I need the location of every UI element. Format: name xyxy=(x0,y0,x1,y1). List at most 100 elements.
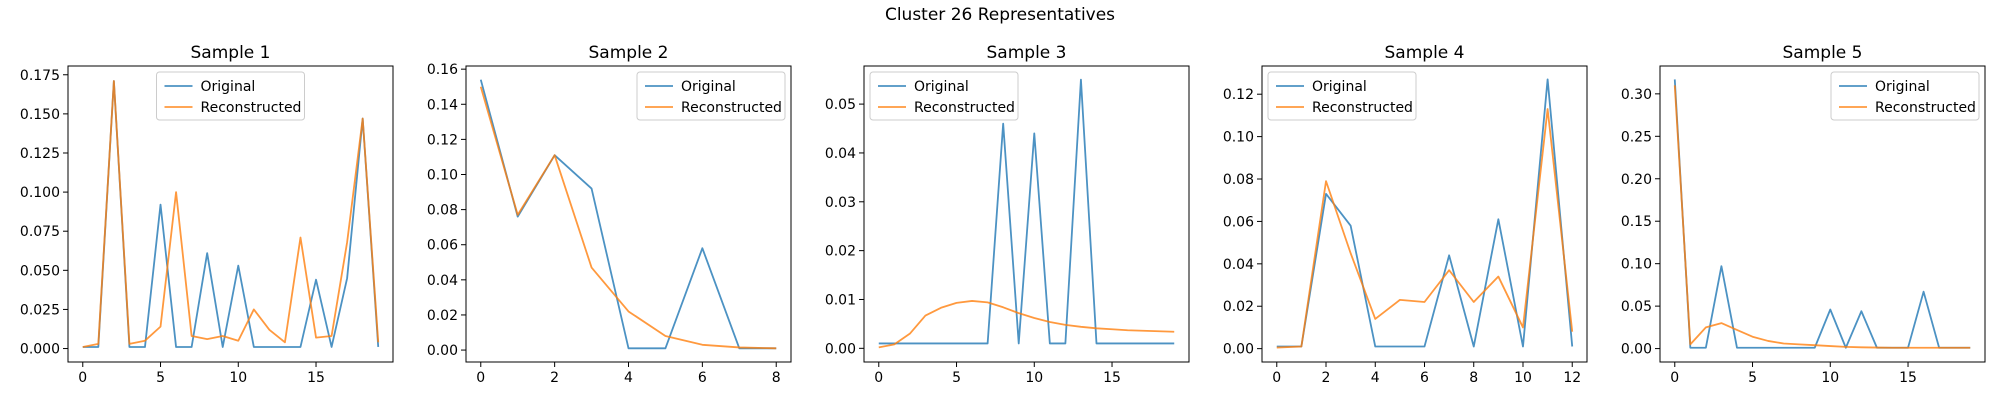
axes-frame xyxy=(1659,65,1986,363)
y-tick-label: 0.00 xyxy=(427,343,458,359)
x-tick-label: 12 xyxy=(1563,370,1581,386)
y-tick-label: 0.25 xyxy=(1621,129,1652,145)
x-tick-label: 4 xyxy=(1371,370,1380,386)
x-tick-label: 10 xyxy=(1821,370,1839,386)
x-tick-label: 6 xyxy=(698,370,707,386)
y-tick-label: 0.00 xyxy=(1621,342,1652,358)
y-tick-label: 0.03 xyxy=(825,195,856,211)
x-tick-label: 4 xyxy=(624,370,633,386)
x-tick-label: 10 xyxy=(1514,370,1532,386)
axes-frame xyxy=(67,65,394,363)
y-tick-label: 0.10 xyxy=(1621,257,1652,273)
legend: Original Reconstructed xyxy=(1267,71,1417,121)
x-tick-label: 10 xyxy=(229,370,247,386)
y-tick-label: 0.02 xyxy=(825,244,856,260)
x-tick-label: 2 xyxy=(1322,370,1331,386)
subplot-title: Sample 4 xyxy=(1385,43,1465,63)
legend-box xyxy=(1267,71,1417,121)
subplot-1: Sample 1 0 5 10 15 0.000 0.025 0.050 0.075 0.100 0… xyxy=(20,43,394,386)
x-tick-label: 15 xyxy=(1899,370,1917,386)
y-tick-label: 0.04 xyxy=(427,273,458,289)
legend: Original Reconstructed xyxy=(156,71,305,121)
y-tick-label: 0.000 xyxy=(20,342,60,358)
y-tick-label: 0.30 xyxy=(1621,87,1652,103)
x-tick-label: 6 xyxy=(1420,370,1429,386)
legend-box xyxy=(156,71,305,121)
y-tick-label: 0.06 xyxy=(1223,214,1254,230)
subplot-3: Sample 3 0 5 10 15 0.00 0.01 0.02 0.03 0.04 0.05 Or… xyxy=(825,43,1190,386)
legend-box xyxy=(869,71,1019,121)
y-tick-label: 0.00 xyxy=(1223,342,1254,358)
x-tick-label: 0 xyxy=(78,370,87,386)
y-tick-label: 0.04 xyxy=(1223,257,1254,273)
y-tick-label: 0.08 xyxy=(1223,172,1254,188)
legend-box xyxy=(636,71,786,121)
subplot-2: Sample 2 0 2 4 6 8 0.00 0.02 0.04 0.06 0.08 0.10 0.1… xyxy=(427,43,792,386)
legend-label-reconstructed: Reconstructed xyxy=(201,100,302,116)
y-tick-label: 0.175 xyxy=(20,68,60,84)
series-line-reconstructed xyxy=(1276,108,1574,349)
y-tick-label: 0.12 xyxy=(1223,87,1254,103)
x-tick-label: 5 xyxy=(156,370,165,386)
y-tick-label: 0.025 xyxy=(20,302,60,318)
y-tick-label: 0.05 xyxy=(825,97,856,113)
legend-label-original: Original xyxy=(681,79,736,95)
series-line-reconstructed xyxy=(1673,85,1971,349)
y-tick-label: 0.01 xyxy=(825,292,856,308)
x-tick-label: 8 xyxy=(772,370,781,386)
y-tick-label: 0.02 xyxy=(1223,299,1254,315)
series-line-reconstructed xyxy=(878,300,1175,349)
y-tick-label: 0.10 xyxy=(427,167,458,183)
x-tick-label: 5 xyxy=(952,370,961,386)
y-tick-label: 0.14 xyxy=(427,97,458,113)
subplot-title: Sample 3 xyxy=(987,43,1067,63)
subplot-4: Sample 4 0 2 4 6 8 10 12 0.00 0.02 0.04 0.06 0.08 0.1… xyxy=(1223,43,1588,386)
legend-label-reconstructed: Reconstructed xyxy=(681,100,782,116)
y-tick-label: 0.075 xyxy=(20,224,60,240)
y-tick-label: 0.00 xyxy=(825,341,856,357)
x-tick-label: 8 xyxy=(1469,370,1478,386)
subplot-title: Sample 2 xyxy=(589,43,669,63)
figure-suptitle: Cluster 26 Representatives xyxy=(885,5,1115,25)
legend-label-reconstructed: Reconstructed xyxy=(914,100,1015,116)
y-tick-label: 0.150 xyxy=(20,107,60,123)
y-tick-label: 0.08 xyxy=(427,203,458,219)
legend: Original Reconstructed xyxy=(1830,71,1980,121)
legend: Original Reconstructed xyxy=(636,71,786,121)
x-tick-label: 15 xyxy=(307,370,325,386)
legend: Original Reconstructed xyxy=(869,71,1019,121)
series-line-original xyxy=(878,78,1175,345)
legend-label-original: Original xyxy=(914,79,969,95)
series-line-original xyxy=(1673,79,1971,349)
y-tick-label: 0.10 xyxy=(1223,130,1254,146)
legend-label-original: Original xyxy=(201,79,256,95)
y-tick-label: 0.050 xyxy=(20,263,60,279)
y-tick-label: 0.05 xyxy=(1621,299,1652,315)
x-tick-label: 0 xyxy=(1670,370,1679,386)
x-tick-label: 0 xyxy=(1272,370,1281,386)
y-tick-label: 0.02 xyxy=(427,308,458,324)
series-line-reconstructed xyxy=(479,86,777,350)
y-tick-label: 0.06 xyxy=(427,238,458,254)
legend-label-reconstructed: Reconstructed xyxy=(1875,100,1976,116)
series-line-original xyxy=(1276,78,1574,348)
x-tick-label: 5 xyxy=(1748,370,1757,386)
legend-label-reconstructed: Reconstructed xyxy=(1312,100,1413,116)
subplot-title: Sample 5 xyxy=(1783,43,1863,63)
subplot-5: Sample 5 0 5 10 15 0.00 0.05 0.10 0.15 0.20 0.25 0.… xyxy=(1621,43,1986,386)
x-tick-label: 15 xyxy=(1103,370,1121,386)
axes-frame xyxy=(863,65,1190,363)
x-tick-label: 0 xyxy=(874,370,883,386)
subplot-title: Sample 1 xyxy=(191,43,271,63)
y-tick-label: 0.15 xyxy=(1621,214,1652,230)
y-tick-label: 0.04 xyxy=(825,146,856,162)
y-tick-label: 0.12 xyxy=(427,132,458,148)
legend-label-original: Original xyxy=(1312,79,1367,95)
y-tick-label: 0.20 xyxy=(1621,172,1652,188)
x-tick-label: 10 xyxy=(1025,370,1043,386)
y-tick-label: 0.16 xyxy=(427,62,458,78)
x-tick-label: 0 xyxy=(476,370,485,386)
y-tick-label: 0.100 xyxy=(20,185,60,201)
